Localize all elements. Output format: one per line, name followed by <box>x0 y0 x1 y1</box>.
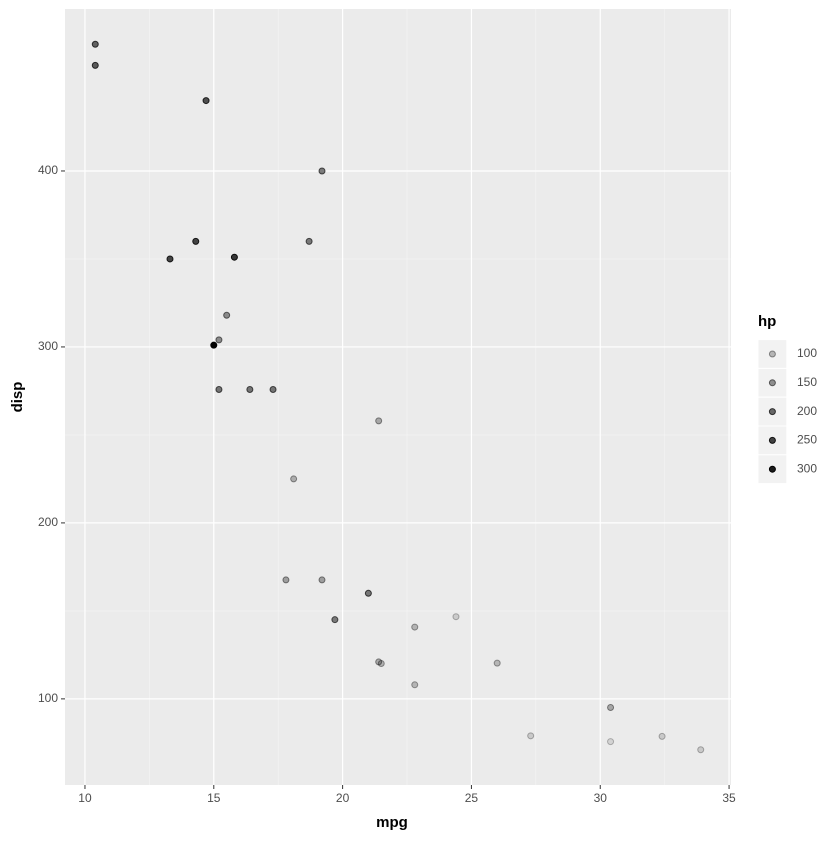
legend-key <box>757 339 788 369</box>
legend-label: 250 <box>797 433 817 447</box>
point <box>166 255 174 263</box>
point <box>375 658 383 666</box>
x-tick-label: 35 <box>722 791 736 805</box>
point <box>192 237 200 245</box>
point <box>697 746 705 754</box>
point <box>246 386 254 394</box>
y-axis-label: disp <box>9 382 26 413</box>
point <box>318 576 326 584</box>
panel <box>65 9 731 785</box>
point <box>364 589 372 597</box>
x-tick-label: 15 <box>207 791 221 805</box>
legend-label: 200 <box>797 404 817 418</box>
y-tick-label: 300 <box>38 339 58 353</box>
point <box>91 40 99 48</box>
legend-point <box>768 408 776 416</box>
legend-label: 100 <box>797 346 817 360</box>
point <box>493 659 501 667</box>
y-tick-label: 100 <box>38 691 58 705</box>
x-axis-label: mpg <box>376 814 408 831</box>
point <box>305 237 313 245</box>
legend-title: hp <box>758 313 776 330</box>
point <box>658 732 666 740</box>
y-tick-label: 200 <box>38 515 58 529</box>
point <box>282 576 290 584</box>
x-tick-label: 10 <box>78 791 92 805</box>
point <box>202 97 210 105</box>
point <box>607 703 615 711</box>
legend-label: 300 <box>797 461 817 475</box>
point <box>318 167 326 175</box>
legend-point <box>768 465 776 473</box>
point <box>364 589 372 597</box>
y-tick-label: 400 <box>38 163 58 177</box>
point <box>607 738 615 746</box>
point <box>377 660 385 668</box>
legend-point <box>768 436 776 444</box>
legend-point <box>768 350 776 358</box>
point <box>411 623 419 631</box>
point <box>91 61 99 69</box>
point <box>452 613 460 621</box>
point <box>527 732 535 740</box>
legend-key <box>757 367 788 398</box>
point <box>290 475 298 483</box>
x-tick-label: 20 <box>336 791 350 805</box>
point <box>210 341 218 349</box>
legend-point <box>768 379 776 387</box>
point <box>411 681 419 689</box>
legend-label: 150 <box>797 375 817 389</box>
point <box>230 253 238 261</box>
point <box>331 616 339 624</box>
x-tick-label: 30 <box>594 791 608 805</box>
point <box>269 386 277 394</box>
point <box>223 311 231 319</box>
point <box>215 336 223 344</box>
point <box>375 417 383 425</box>
x-tick-label: 25 <box>465 791 479 805</box>
point <box>215 386 223 394</box>
